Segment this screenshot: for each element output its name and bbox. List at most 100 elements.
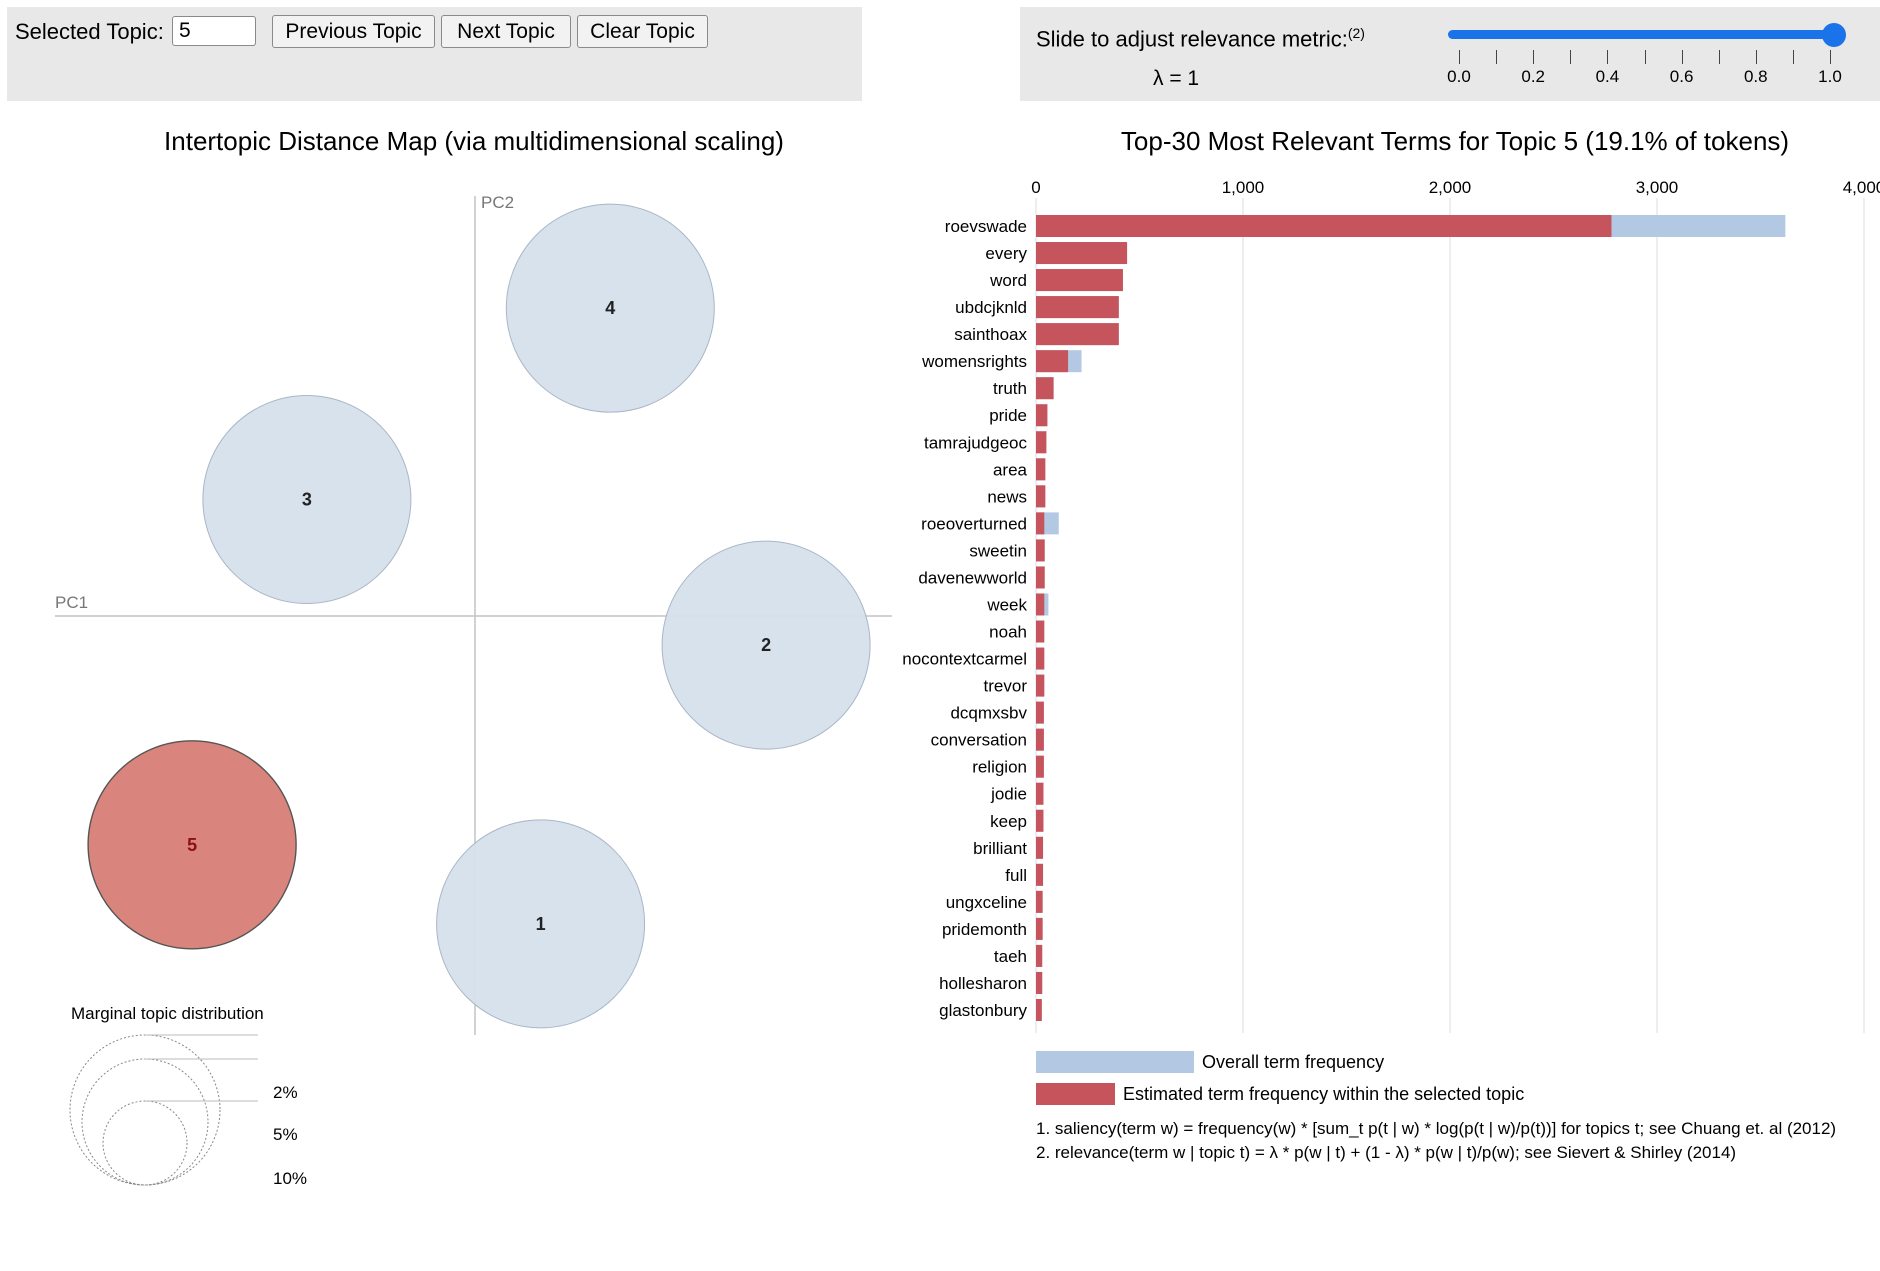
bar-topic-every[interactable] [1036, 242, 1128, 265]
clear-topic-button[interactable]: Clear Topic [577, 15, 708, 48]
topic-bubble-3[interactable] [202, 395, 412, 605]
topic-bubble-2[interactable] [661, 540, 871, 750]
slider-tick-label: 0.4 [1595, 67, 1620, 86]
term-label-davenewworld: davenewworld [918, 568, 1027, 587]
term-label-brilliant: brilliant [973, 839, 1027, 858]
slider-tick [1496, 50, 1498, 64]
slider-tick [1607, 50, 1609, 64]
slider-tick [1570, 50, 1572, 64]
bar-topic-roevswade[interactable] [1036, 215, 1612, 237]
bar-topic-brilliant[interactable] [1036, 836, 1044, 859]
term-label-pride: pride [989, 406, 1027, 425]
pc1-axis-label: PC1 [55, 593, 88, 612]
term-label-full: full [1005, 866, 1027, 885]
slider-tick [1533, 50, 1535, 64]
legend-overall-label: Overall term frequency [1202, 1052, 1385, 1072]
bar-topic-conversation[interactable] [1036, 728, 1044, 751]
bar-topic-nocontextcarmel[interactable] [1036, 647, 1045, 670]
term-label-womensrights: womensrights [921, 352, 1027, 371]
marginal-legend-circle [81, 1058, 209, 1186]
bar-topic-truth[interactable] [1036, 377, 1054, 400]
term-label-trevor: trevor [984, 677, 1028, 696]
topic-bubble-label-5: 5 [187, 835, 197, 855]
term-label-jodie: jodie [990, 785, 1027, 804]
bar-topic-pridemonth[interactable] [1036, 917, 1043, 940]
term-label-dcqmxsbv: dcqmxsbv [950, 704, 1027, 723]
bar-x-tick-label: 2,000 [1429, 178, 1472, 197]
relevance-label-text: Slide to adjust relevance metric: [1036, 26, 1348, 52]
bar-topic-sainthoax[interactable] [1036, 323, 1119, 346]
bar-topic-trevor[interactable] [1036, 674, 1045, 697]
bar-topic-dcqmxsbv[interactable] [1036, 701, 1044, 724]
topic-control-panel: Selected Topic: Previous Topic Next Topi… [7, 7, 862, 101]
term-label-area: area [993, 460, 1028, 479]
topic-bubble-5[interactable] [87, 740, 297, 950]
bar-topic-news[interactable] [1036, 485, 1046, 508]
next-topic-button[interactable]: Next Topic [441, 15, 571, 48]
term-label-truth: truth [993, 379, 1027, 398]
marginal-legend-label: 10% [273, 1169, 307, 1188]
term-label-sainthoax: sainthoax [954, 325, 1027, 344]
slider-tick [1755, 50, 1757, 64]
term-label-ungxceline: ungxceline [946, 893, 1027, 912]
bar-topic-tamrajudgeoc[interactable] [1036, 431, 1047, 454]
bar-topic-ungxceline[interactable] [1036, 890, 1043, 913]
selected-topic-label: Selected Topic: [15, 19, 164, 44]
term-label-ubdcjknld: ubdcjknld [955, 298, 1027, 317]
slider-tick-label: 0.0 [1447, 67, 1471, 86]
bar-x-tick-label: 1,000 [1222, 178, 1265, 197]
bar-topic-word[interactable] [1036, 269, 1123, 292]
legend-topic-label: Estimated term frequency within the sele… [1123, 1084, 1525, 1104]
relevance-slider-handle[interactable] [1822, 23, 1846, 47]
bar-topic-glastonbury[interactable] [1036, 999, 1042, 1021]
bar-topic-area[interactable] [1036, 458, 1046, 481]
bar-topic-week[interactable] [1036, 593, 1045, 616]
bar-x-tick-label: 0 [1031, 178, 1040, 197]
term-label-news: news [987, 487, 1027, 506]
slider-tick-label: 0.8 [1743, 67, 1768, 86]
term-label-week: week [986, 595, 1027, 614]
legend-topic-swatch [1036, 1083, 1115, 1105]
saliency-footnote: 1. saliency(term w) = frequency(w) * [su… [1036, 1119, 1837, 1138]
legend-overall-swatch [1036, 1051, 1194, 1073]
term-label-pridemonth: pridemonth [942, 920, 1027, 939]
term-label-glastonbury: glastonbury [939, 1001, 1027, 1020]
slider-tick [1681, 50, 1683, 64]
term-label-word: word [989, 271, 1027, 290]
marginal-legend-label: 5% [273, 1125, 298, 1144]
term-label-tamrajudgeoc: tamrajudgeoc [924, 433, 1028, 452]
bar-topic-jodie[interactable] [1036, 782, 1044, 805]
lambda-value-text: λ = 1 [1153, 67, 1200, 90]
bar-x-tick-label: 3,000 [1636, 178, 1679, 197]
bar-topic-davenewworld[interactable] [1036, 566, 1045, 589]
selected-topic-input[interactable] [172, 16, 256, 46]
intertopic-map-title: Intertopic Distance Map (via multidimens… [164, 126, 784, 156]
slider-tick [1718, 50, 1720, 64]
term-label-hollesharon: hollesharon [939, 974, 1027, 993]
bar-topic-keep[interactable] [1036, 809, 1044, 832]
previous-topic-button[interactable]: Previous Topic [272, 15, 435, 48]
bar-topic-pride[interactable] [1036, 404, 1048, 427]
topic-bubble-4[interactable] [505, 203, 715, 413]
slider-tick [1459, 50, 1460, 64]
term-bar-chart-title: Top-30 Most Relevant Terms for Topic 5 (… [1120, 126, 1790, 156]
term-label-taeh: taeh [994, 947, 1027, 966]
bar-topic-religion[interactable] [1036, 755, 1044, 778]
topic-bubble-label-1: 1 [536, 914, 546, 934]
topic-bubble-1[interactable] [436, 819, 646, 1029]
topic-bubble-label-2: 2 [761, 635, 771, 655]
relevance-slider-panel: Slide to adjust relevance metric:(2) λ =… [1020, 7, 1880, 101]
slider-tick-label: 1.0 [1818, 67, 1842, 86]
marginal-distribution-title: Marginal topic distribution [71, 1004, 264, 1023]
relevance-slider-track[interactable] [1448, 30, 1831, 39]
bar-topic-roeoverturned[interactable] [1036, 512, 1045, 535]
bar-topic-taeh[interactable] [1036, 944, 1043, 967]
bar-topic-full[interactable] [1036, 863, 1044, 886]
bar-topic-sweetin[interactable] [1036, 539, 1045, 562]
bar-topic-noah[interactable] [1036, 620, 1045, 643]
bar-topic-ubdcjknld[interactable] [1036, 296, 1119, 319]
bar-topic-hollesharon[interactable] [1036, 971, 1043, 994]
bar-topic-womensrights[interactable] [1036, 350, 1069, 373]
term-label-keep: keep [990, 812, 1027, 831]
bar-x-tick-label: 4,000 [1843, 178, 1880, 197]
